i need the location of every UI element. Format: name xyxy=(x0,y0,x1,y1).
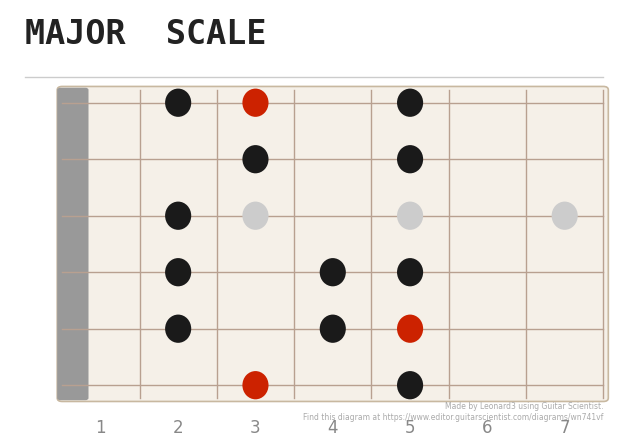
Text: 1: 1 xyxy=(96,419,106,437)
Ellipse shape xyxy=(397,145,423,173)
Text: 7: 7 xyxy=(559,419,570,437)
Text: MAJOR  SCALE: MAJOR SCALE xyxy=(25,18,266,51)
Ellipse shape xyxy=(397,89,423,117)
FancyBboxPatch shape xyxy=(57,87,608,402)
Ellipse shape xyxy=(243,89,269,117)
Text: 5: 5 xyxy=(405,419,415,437)
Ellipse shape xyxy=(320,315,346,343)
Ellipse shape xyxy=(243,371,269,399)
Ellipse shape xyxy=(397,315,423,343)
Text: 2: 2 xyxy=(173,419,183,437)
Ellipse shape xyxy=(243,201,269,230)
Text: Made by Leonard3 using Guitar Scientist.
Find this diagram at https://www.editor: Made by Leonard3 using Guitar Scientist.… xyxy=(303,402,603,422)
Ellipse shape xyxy=(165,258,191,286)
Ellipse shape xyxy=(165,315,191,343)
Ellipse shape xyxy=(320,258,346,286)
Ellipse shape xyxy=(165,89,191,117)
Ellipse shape xyxy=(397,371,423,399)
Ellipse shape xyxy=(165,201,191,230)
Ellipse shape xyxy=(397,258,423,286)
FancyBboxPatch shape xyxy=(57,88,88,400)
Ellipse shape xyxy=(243,145,269,173)
Text: 3: 3 xyxy=(250,419,261,437)
Text: 6: 6 xyxy=(482,419,493,437)
Text: 4: 4 xyxy=(328,419,338,437)
Ellipse shape xyxy=(552,201,578,230)
Ellipse shape xyxy=(397,201,423,230)
